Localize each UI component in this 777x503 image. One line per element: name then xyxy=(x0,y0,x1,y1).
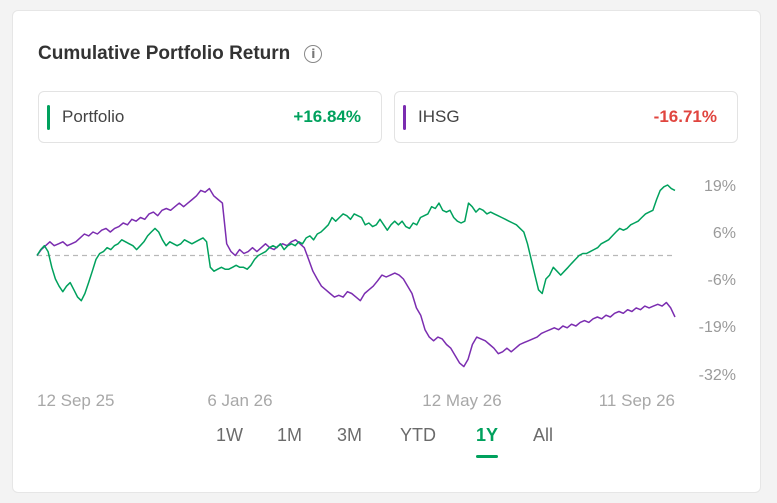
y-tick-label: 19% xyxy=(704,178,736,195)
ihsg-stat-label: IHSG xyxy=(418,107,460,126)
portfolio-stat-value: +16.84% xyxy=(293,107,361,126)
y-tick-label: 6% xyxy=(713,225,736,242)
tab-1m[interactable]: 1M xyxy=(277,425,303,445)
portfolio-return-card: Cumulative Portfolio Return i Portfolio … xyxy=(12,10,761,493)
y-tick-label: -6% xyxy=(708,272,736,289)
card-title: Cumulative Portfolio Return xyxy=(38,43,291,64)
portfolio-stat-label: Portfolio xyxy=(62,107,125,126)
x-tick-label: 12 Sep 25 xyxy=(37,391,115,410)
x-tick-label: 11 Sep 26 xyxy=(599,391,675,410)
tab-3m[interactable]: 3M xyxy=(337,425,363,445)
portfolio-line xyxy=(36,184,676,302)
ihsg-stat: IHSG -16.71% xyxy=(394,91,738,143)
ihsg-line xyxy=(36,187,676,368)
tab-1y-label: 1Y xyxy=(476,425,499,445)
tab-ytd[interactable]: YTD xyxy=(400,425,436,445)
tab-all[interactable]: All xyxy=(533,425,554,445)
ihsg-color-marker xyxy=(403,105,406,130)
tab-1w[interactable]: 1W xyxy=(216,425,243,445)
x-tick-label: 12 May 26 xyxy=(422,391,501,410)
info-icon[interactable]: i xyxy=(304,45,323,63)
y-tick-label: -19% xyxy=(699,319,736,336)
tab-1y[interactable]: 1Y xyxy=(476,425,499,458)
portfolio-color-marker xyxy=(47,105,50,130)
card-header: Cumulative Portfolio Return i xyxy=(38,43,323,65)
ihsg-stat-value: -16.71% xyxy=(653,107,717,126)
portfolio-stat: Portfolio +16.84% xyxy=(38,91,382,143)
active-tab-indicator xyxy=(476,455,499,458)
y-tick-label: -32% xyxy=(699,367,736,384)
x-tick-label: 6 Jan 26 xyxy=(207,391,272,410)
period-tabs: 1W 1M 3M YTD 1Y All xyxy=(200,425,553,465)
